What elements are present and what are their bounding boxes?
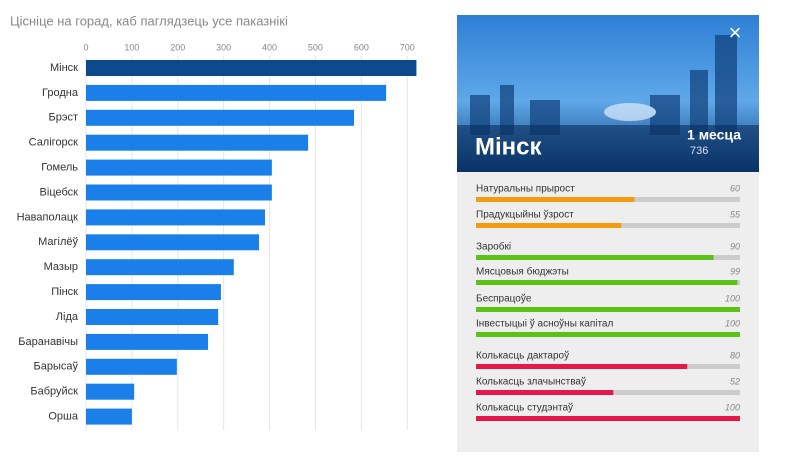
y-tick-label: Пінск xyxy=(51,286,78,298)
x-tick-label: 300 xyxy=(216,42,231,52)
metric-label: Заробкі xyxy=(476,241,511,253)
bar[interactable] xyxy=(86,109,354,126)
metric-bar xyxy=(476,223,622,228)
metric-bar xyxy=(476,332,740,337)
metric-bar xyxy=(476,307,740,312)
chart-title: Цісніце на горад, каб паглядзець усе пак… xyxy=(10,13,288,28)
bar[interactable] xyxy=(86,60,417,76)
score: 736 xyxy=(690,145,708,157)
x-tick-label: 600 xyxy=(354,42,369,52)
metric-bar xyxy=(476,416,740,421)
bar[interactable] xyxy=(86,184,272,201)
y-tick-label: Брэст xyxy=(49,112,79,124)
bar[interactable] xyxy=(86,234,260,251)
metric-bar xyxy=(476,364,688,369)
x-tick-label: 700 xyxy=(400,42,415,52)
y-tick-label: Гродна xyxy=(42,87,79,99)
bar[interactable] xyxy=(86,408,132,425)
photo-shade xyxy=(457,125,759,172)
metric-label: Колькасць злачынстваў xyxy=(476,376,586,388)
bar[interactable] xyxy=(86,358,177,375)
x-tick-label: 500 xyxy=(308,42,323,52)
bar[interactable] xyxy=(86,159,272,176)
y-tick-label: Баранавічы xyxy=(18,336,78,348)
bar[interactable] xyxy=(86,284,221,301)
y-tick-label: Барысаў xyxy=(34,361,79,373)
metric-label: Колькасць студэнтаў xyxy=(476,402,573,414)
y-tick-label: Віцебск xyxy=(40,186,79,198)
metric-label: Інвестыцыі ў асноўны капітал xyxy=(476,318,613,330)
y-tick-label: Салігорск xyxy=(29,137,79,149)
metric-value: 55 xyxy=(730,209,741,219)
metric-label: Колькасць дактароў xyxy=(476,350,569,362)
bar[interactable] xyxy=(86,134,309,151)
x-tick-label: 100 xyxy=(124,42,139,52)
y-tick-label: Магілёў xyxy=(38,236,78,248)
metric-value: 90 xyxy=(730,241,740,251)
y-tick-label: Мазыр xyxy=(44,261,78,273)
y-tick-label: Мінск xyxy=(50,62,78,74)
metric-bar xyxy=(476,280,738,285)
bar[interactable] xyxy=(86,333,209,350)
bar[interactable] xyxy=(86,84,387,101)
metric-label: Мясцовыя бюджэты xyxy=(476,266,569,278)
metric-value: 60 xyxy=(730,183,740,193)
y-tick-label: Ліда xyxy=(56,311,79,323)
metric-label: Натуральны прырост xyxy=(476,184,575,195)
metric-value: 52 xyxy=(730,376,740,386)
metric-value: 100 xyxy=(725,402,740,412)
metric-bar xyxy=(476,197,635,202)
metric-bar xyxy=(476,390,614,395)
rank: 1 месца xyxy=(687,127,741,143)
bar[interactable] xyxy=(86,259,234,276)
close-button[interactable]: × xyxy=(729,20,742,45)
bar[interactable] xyxy=(86,383,135,400)
metric-value: 100 xyxy=(725,318,740,328)
metric-value: 80 xyxy=(730,350,740,360)
metric-label: Прадукцыйны ўзрост xyxy=(476,209,574,221)
metric-value: 100 xyxy=(725,293,740,303)
metric-value: 99 xyxy=(730,266,740,276)
y-tick-label: Бабруйск xyxy=(30,386,78,398)
y-tick-label: Гомель xyxy=(41,162,78,174)
x-tick-label: 0 xyxy=(83,42,88,52)
x-tick-label: 400 xyxy=(262,42,277,52)
metric-label: Беспрацоўе xyxy=(476,293,532,305)
bar[interactable] xyxy=(86,209,265,226)
y-tick-label: Орша xyxy=(48,411,78,423)
bar[interactable] xyxy=(86,309,219,325)
y-tick-label: Наваполацк xyxy=(17,211,79,223)
city-name: Мінск xyxy=(475,133,543,160)
metric-bar xyxy=(476,255,714,260)
x-tick-label: 200 xyxy=(170,42,185,52)
